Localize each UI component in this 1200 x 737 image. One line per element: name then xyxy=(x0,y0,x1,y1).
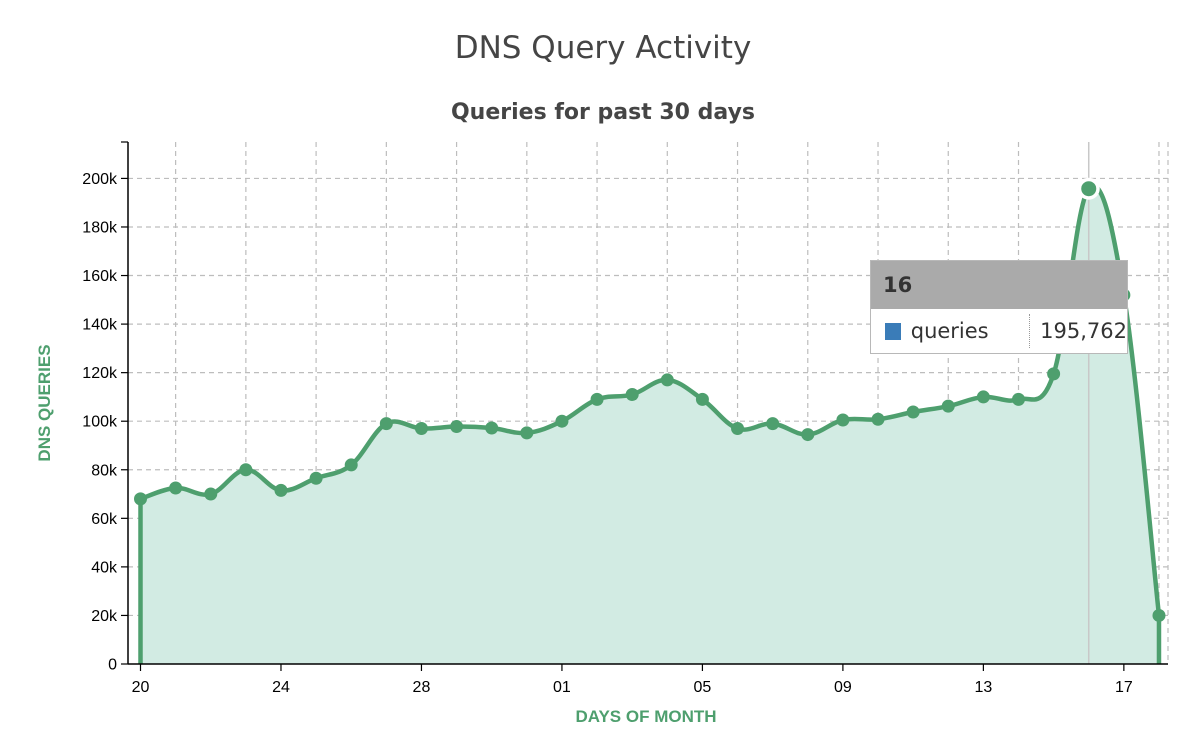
data-point[interactable] xyxy=(274,483,288,497)
axes: 0 20k 40k 60k 80k 100k 120k 140k 160k 180k 200k 20 2… xyxy=(82,141,1168,696)
tooltip: 16 queries 195,762 xyxy=(870,260,1128,354)
data-point[interactable] xyxy=(204,487,218,501)
y-tick-label: 0 xyxy=(108,657,117,674)
x-tick-label: 09 xyxy=(834,679,852,696)
y-tick-label: 200k xyxy=(82,171,118,188)
y-tick-label: 140k xyxy=(82,317,118,334)
data-point[interactable] xyxy=(906,405,920,419)
data-point[interactable] xyxy=(976,390,990,404)
y-tick-label: 160k xyxy=(82,268,118,285)
tooltip-day: 16 xyxy=(871,261,1127,309)
legend-swatch-icon xyxy=(885,322,901,340)
x-tick-label: 05 xyxy=(694,679,712,696)
data-point[interactable] xyxy=(660,373,674,387)
y-tick-label: 60k xyxy=(91,511,118,528)
x-tick-label: 28 xyxy=(413,679,431,696)
data-point-highlighted[interactable] xyxy=(1081,181,1097,197)
data-point[interactable] xyxy=(239,463,253,477)
data-point[interactable] xyxy=(169,481,183,495)
y-tick-label: 100k xyxy=(82,414,118,431)
x-tick-label: 20 xyxy=(132,679,150,696)
chart-subtitle: Queries for past 30 days xyxy=(450,100,756,125)
tooltip-series-name: queries xyxy=(911,314,1031,348)
data-point[interactable] xyxy=(344,458,358,472)
data-point[interactable] xyxy=(836,413,850,427)
y-axis-label: DNS QUERIES xyxy=(35,344,54,461)
x-axis-label: DAYS OF MONTH xyxy=(575,707,716,726)
data-point[interactable] xyxy=(625,388,639,402)
page-title: DNS Query Activity xyxy=(454,30,752,66)
data-point[interactable] xyxy=(134,492,147,506)
x-tick-label: 17 xyxy=(1115,679,1133,696)
data-point[interactable] xyxy=(731,421,745,435)
data-point[interactable] xyxy=(414,421,428,435)
data-point[interactable] xyxy=(1012,392,1025,406)
area-fill xyxy=(140,186,1159,664)
y-tick-label: 80k xyxy=(91,462,118,479)
data-point[interactable] xyxy=(766,417,780,431)
y-tick-label: 40k xyxy=(91,559,118,576)
y-tick-label: 180k xyxy=(82,219,118,236)
tooltip-row: queries 195,762 xyxy=(871,309,1127,353)
x-tick-label: 01 xyxy=(553,679,571,696)
data-point[interactable] xyxy=(801,428,815,442)
y-tick-label: 120k xyxy=(82,365,118,382)
data-point[interactable] xyxy=(309,471,323,485)
data-point[interactable] xyxy=(941,399,955,413)
data-point[interactable] xyxy=(695,392,709,406)
data-point[interactable] xyxy=(871,412,885,426)
data-point[interactable] xyxy=(1152,608,1166,622)
data-point[interactable] xyxy=(520,426,534,440)
data-point[interactable] xyxy=(379,417,393,431)
data-point[interactable] xyxy=(450,420,464,434)
x-tick-label: 13 xyxy=(974,679,992,696)
tooltip-value: 195,762 xyxy=(1040,319,1127,343)
data-point[interactable] xyxy=(1047,367,1061,381)
y-tick-label: 20k xyxy=(91,608,118,625)
x-tick-label: 24 xyxy=(272,679,290,696)
data-point[interactable] xyxy=(555,414,569,428)
data-point[interactable] xyxy=(590,392,604,406)
data-point[interactable] xyxy=(485,421,499,435)
